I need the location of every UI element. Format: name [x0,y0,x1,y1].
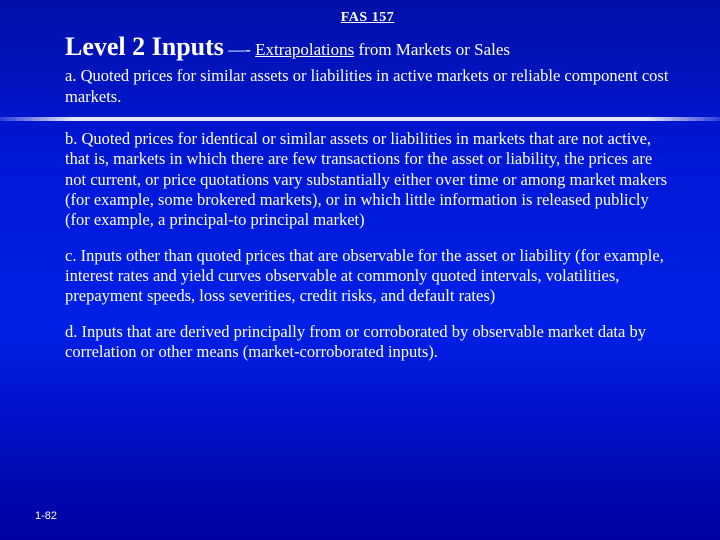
paragraph-d: d. Inputs that are derived principally f… [65,322,670,362]
paragraph-c: c. Inputs other than quoted prices that … [65,246,670,306]
slide-container: FAS 157 Level 2 Inputs —- Extrapolations… [0,0,720,399]
title-dash: —- [224,40,255,59]
slide-number: 1-82 [35,510,57,522]
paragraph-b: b. Quoted prices for identical or simila… [65,129,670,230]
title-main: Level 2 Inputs [65,32,224,61]
title-sub-rest: from Markets or Sales [354,40,510,59]
slide-title: Level 2 Inputs —- Extrapolations from Ma… [65,32,670,62]
divider-line [0,117,720,121]
header-label: FAS 157 [65,10,670,26]
intro-paragraph: a. Quoted prices for similar assets or l… [65,66,670,107]
title-sub-underlined: Extrapolations [255,40,354,59]
